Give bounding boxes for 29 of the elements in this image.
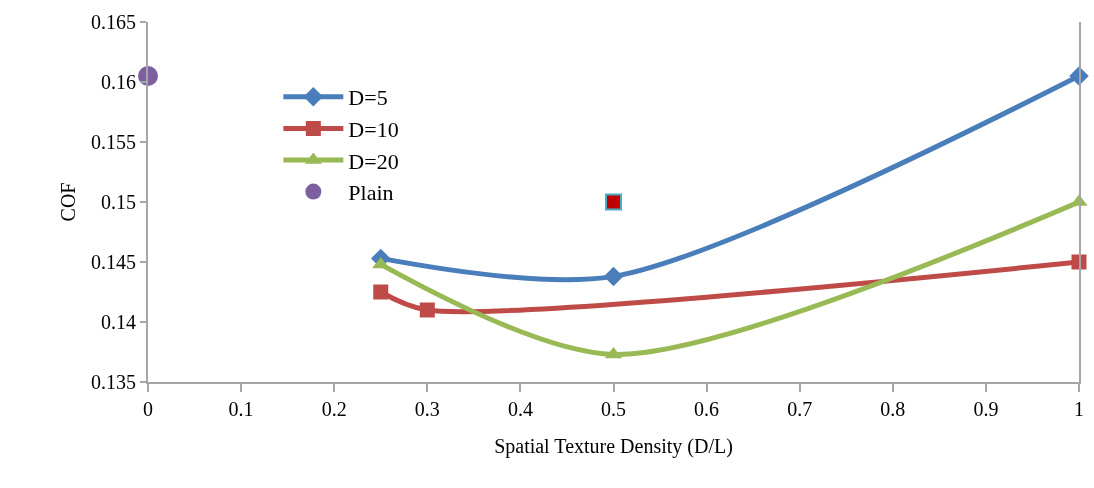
y-axis-title: COF (57, 182, 79, 222)
y-tick-label: 0.135 (91, 371, 136, 393)
x-axis-title: Spatial Texture Density (D/L) (494, 435, 733, 458)
point (605, 193, 622, 211)
x-tick-label: 0.1 (228, 398, 254, 420)
y-tick-label: 0.165 (91, 11, 136, 33)
x-tick-label: 0.8 (880, 398, 906, 420)
legend-label: D=5 (348, 85, 388, 111)
x-tick-label: 0.9 (973, 398, 999, 420)
point (419, 302, 435, 318)
x-tick-label: 0.2 (321, 398, 347, 420)
y-tick-label: 0.16 (101, 71, 136, 93)
y-tick-label: 0.14 (101, 311, 136, 333)
x-tick-label: 0.7 (787, 398, 813, 420)
y-tick-label: 0.145 (91, 251, 136, 273)
legend-label: Plain (348, 180, 394, 206)
legend-label: D=20 (348, 148, 399, 174)
x-tick-label: 0.5 (601, 398, 626, 420)
point (373, 284, 389, 300)
legend-label: D=10 (348, 116, 399, 142)
point (372, 256, 390, 269)
x-tick-label: 0.4 (507, 398, 533, 420)
y-tick-label: 0.155 (91, 131, 136, 153)
x-tick-label: 1 (1074, 398, 1084, 420)
x-tick-label: 0.3 (414, 398, 440, 420)
point (603, 266, 624, 287)
x-tick-label: 0.6 (694, 398, 720, 420)
y-tick-label: 0.15 (101, 191, 136, 213)
x-tick-label: 0 (143, 398, 153, 420)
